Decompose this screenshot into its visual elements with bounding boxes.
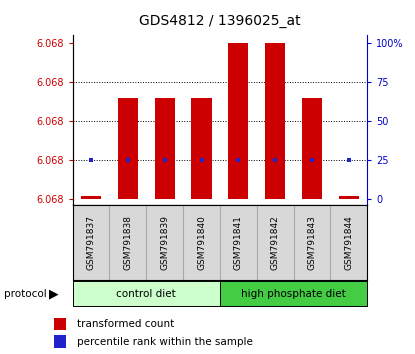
Bar <box>220 281 367 306</box>
Text: GDS4812 / 1396025_at: GDS4812 / 1396025_at <box>139 14 301 28</box>
Text: GSM791839: GSM791839 <box>160 215 169 270</box>
Text: GSM791843: GSM791843 <box>308 215 317 270</box>
Text: GSM791837: GSM791837 <box>87 215 95 270</box>
Text: GSM791838: GSM791838 <box>123 215 132 270</box>
Text: GSM791842: GSM791842 <box>271 215 280 270</box>
Text: protocol: protocol <box>4 289 47 299</box>
Bar <box>73 281 220 306</box>
Text: GSM791840: GSM791840 <box>197 215 206 270</box>
Text: percentile rank within the sample: percentile rank within the sample <box>77 337 252 347</box>
Bar <box>302 98 322 199</box>
Bar <box>54 335 66 348</box>
Bar <box>228 43 249 199</box>
Text: high phosphate diet: high phosphate diet <box>241 289 346 299</box>
Bar <box>191 98 212 199</box>
Bar <box>118 98 138 199</box>
Bar <box>54 318 66 330</box>
Bar <box>154 98 175 199</box>
Text: ▶: ▶ <box>49 287 59 300</box>
Bar <box>339 196 359 199</box>
Text: control diet: control diet <box>117 289 176 299</box>
Bar <box>265 43 286 199</box>
Text: GSM791841: GSM791841 <box>234 215 243 270</box>
Bar <box>81 196 101 199</box>
Text: transformed count: transformed count <box>77 319 174 329</box>
Text: GSM791844: GSM791844 <box>344 215 353 270</box>
